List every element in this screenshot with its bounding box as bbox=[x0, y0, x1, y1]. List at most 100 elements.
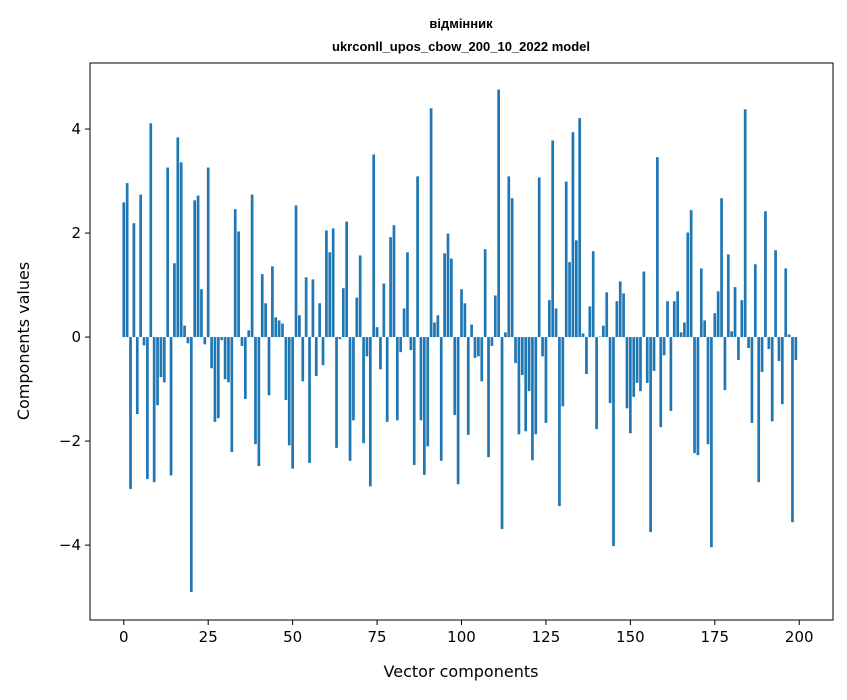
bar-22 bbox=[196, 195, 200, 338]
bar-76 bbox=[379, 337, 382, 370]
bar-27 bbox=[213, 337, 217, 422]
bar-54 bbox=[304, 277, 308, 338]
bar-18 bbox=[183, 325, 186, 338]
bar-108 bbox=[487, 337, 490, 458]
bar-106 bbox=[480, 337, 484, 382]
bar-96 bbox=[446, 233, 450, 338]
bar-0 bbox=[122, 202, 126, 338]
bar-139 bbox=[591, 251, 595, 338]
bar-134 bbox=[574, 240, 578, 338]
bar-87 bbox=[416, 176, 419, 338]
bar-125 bbox=[544, 337, 548, 423]
bar-79 bbox=[389, 237, 392, 338]
bar-181 bbox=[733, 287, 737, 338]
bar-110 bbox=[493, 295, 497, 338]
bar-178 bbox=[723, 337, 727, 391]
bar-80 bbox=[392, 225, 396, 338]
bar-34 bbox=[237, 231, 240, 338]
bar-6 bbox=[142, 337, 146, 346]
bar-111 bbox=[497, 89, 501, 338]
bar-135 bbox=[578, 118, 582, 338]
bar-140 bbox=[595, 337, 598, 430]
bar-24 bbox=[203, 337, 207, 345]
bar-103 bbox=[470, 324, 473, 338]
bar-167 bbox=[686, 232, 690, 338]
bar-82 bbox=[399, 337, 403, 353]
x-tick-label: 50 bbox=[283, 628, 302, 646]
bar-58 bbox=[318, 303, 322, 338]
bar-141 bbox=[598, 336, 602, 338]
bar-44 bbox=[271, 266, 274, 338]
bar-119 bbox=[524, 337, 528, 432]
bar-182 bbox=[737, 337, 740, 360]
bar-30 bbox=[223, 337, 227, 380]
bar-28 bbox=[216, 337, 220, 419]
bar-131 bbox=[564, 181, 568, 338]
bar-101 bbox=[463, 303, 467, 338]
bar-48 bbox=[284, 337, 288, 401]
x-axis-ticks: 0 25 50 75 100 125 150 175 200 bbox=[119, 620, 814, 646]
bar-192 bbox=[770, 337, 774, 422]
bar-151 bbox=[632, 337, 636, 397]
bar-121 bbox=[531, 337, 534, 461]
bar-123 bbox=[537, 177, 541, 338]
bar-62 bbox=[331, 228, 335, 338]
bar-113 bbox=[504, 332, 507, 338]
bar-177 bbox=[720, 198, 723, 338]
bar-53 bbox=[301, 337, 305, 382]
bar-149 bbox=[625, 337, 629, 409]
bar-4 bbox=[135, 337, 139, 415]
bar-60 bbox=[325, 230, 328, 338]
y-tick-label: 4 bbox=[71, 120, 81, 138]
bar-12 bbox=[162, 337, 166, 383]
bar-180 bbox=[730, 331, 734, 338]
y-tick-label: −2 bbox=[59, 432, 81, 450]
bar-189 bbox=[760, 337, 764, 372]
bar-190 bbox=[764, 211, 767, 338]
bar-72 bbox=[365, 337, 369, 357]
x-tick-label: 150 bbox=[616, 628, 645, 646]
bar-159 bbox=[659, 337, 663, 428]
bar-46 bbox=[277, 320, 281, 338]
bar-122 bbox=[534, 337, 538, 435]
bar-68 bbox=[352, 337, 355, 421]
bar-47 bbox=[281, 323, 284, 338]
bar-160 bbox=[662, 337, 666, 356]
x-tick-label: 200 bbox=[785, 628, 814, 646]
bar-55 bbox=[308, 337, 311, 463]
bar-8 bbox=[149, 123, 153, 338]
bar-14 bbox=[169, 337, 173, 476]
bar-7 bbox=[146, 337, 149, 480]
bar-143 bbox=[605, 292, 609, 338]
bar-112 bbox=[500, 337, 504, 529]
bar-42 bbox=[264, 303, 267, 338]
bar-29 bbox=[220, 337, 224, 341]
bar-120 bbox=[527, 337, 531, 392]
bar-150 bbox=[629, 337, 632, 434]
bar-85 bbox=[409, 337, 413, 351]
bar-94 bbox=[439, 337, 443, 461]
bar-61 bbox=[328, 252, 332, 338]
x-axis-label: Vector components bbox=[384, 662, 539, 681]
bar-195 bbox=[780, 337, 784, 405]
bar-170 bbox=[696, 337, 700, 456]
bar-36 bbox=[244, 337, 247, 399]
bar-196 bbox=[784, 268, 788, 338]
bar-102 bbox=[466, 337, 470, 435]
bar-183 bbox=[740, 300, 744, 338]
bar-77 bbox=[382, 283, 386, 338]
bar-162 bbox=[669, 337, 673, 411]
bar-126 bbox=[547, 300, 551, 338]
bar-89 bbox=[422, 337, 426, 475]
bar-70 bbox=[358, 255, 362, 338]
x-tick-label: 175 bbox=[700, 628, 729, 646]
bar-142 bbox=[601, 325, 605, 338]
bar-104 bbox=[473, 337, 477, 358]
y-axis-label: Components values bbox=[14, 262, 33, 420]
chart-title-line1: відмінник bbox=[429, 16, 493, 31]
bar-179 bbox=[726, 254, 730, 338]
bar-171 bbox=[699, 268, 703, 338]
bar-90 bbox=[426, 337, 430, 447]
bar-41 bbox=[260, 274, 264, 338]
bar-156 bbox=[649, 337, 652, 533]
